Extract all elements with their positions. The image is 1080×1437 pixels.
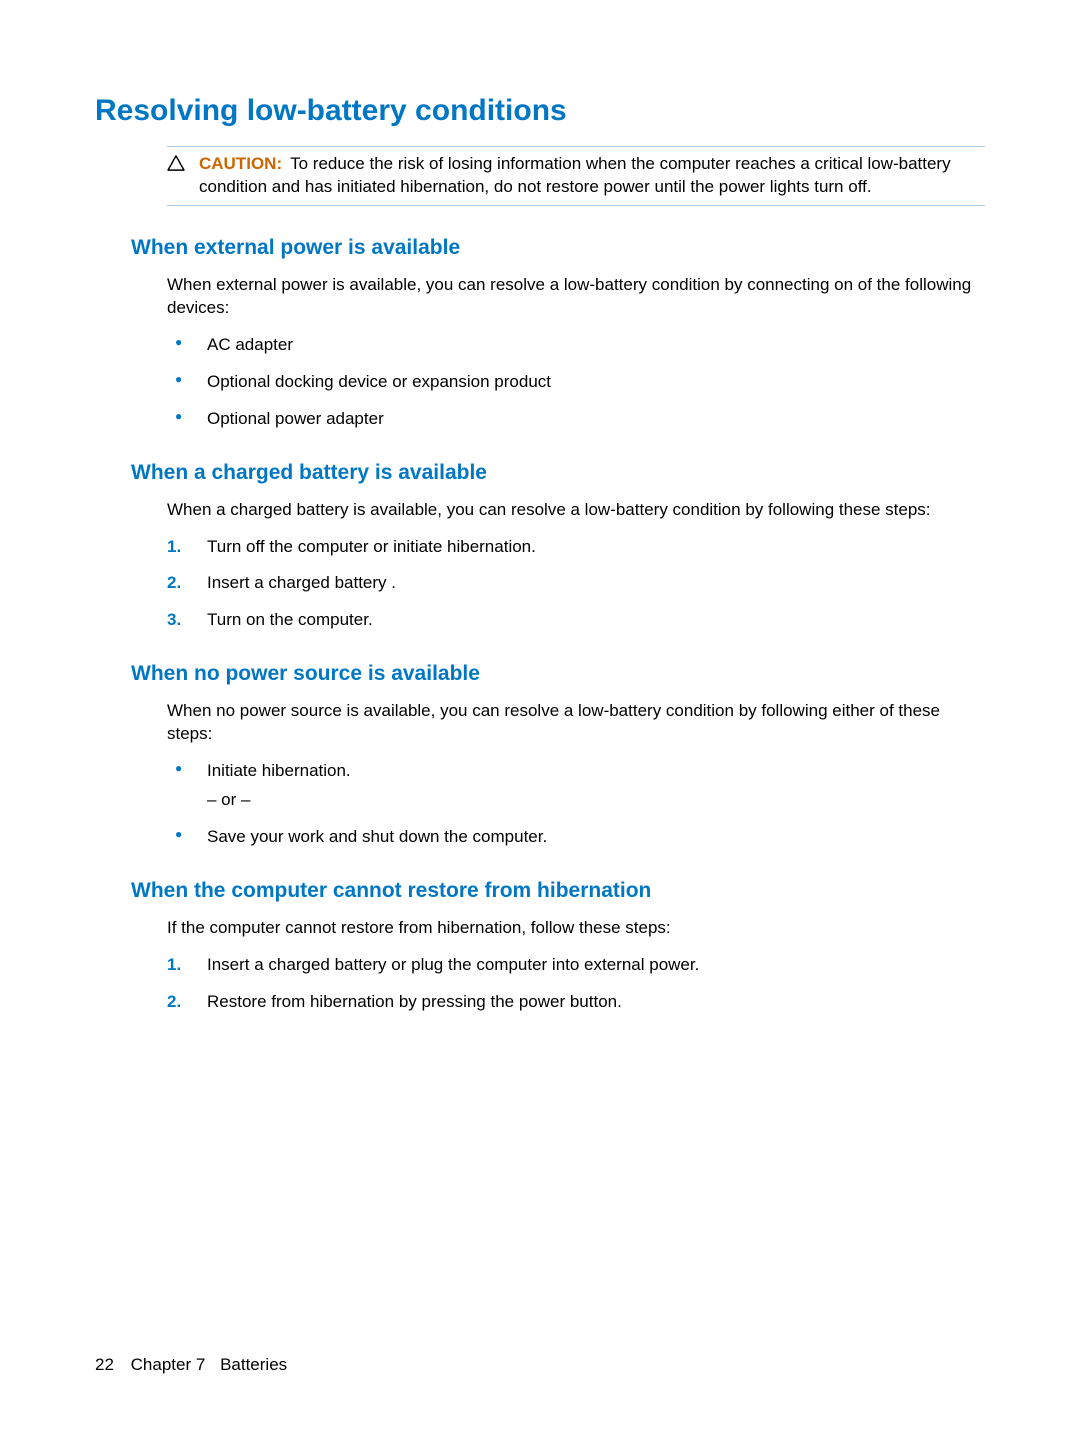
caution-text: CAUTION:To reduce the risk of losing inf… (199, 153, 985, 199)
list-item: Optional docking device or expansion pro… (167, 371, 985, 394)
section-intro: When a charged battery is available, you… (167, 499, 985, 522)
section-heading: When external power is available (131, 236, 985, 260)
section-heading: When a charged battery is available (131, 461, 985, 485)
list-item: Save your work and shut down the compute… (167, 826, 985, 849)
or-separator: – or – (207, 789, 985, 812)
section-intro: When external power is available, you ca… (167, 274, 985, 320)
numbered-list: Insert a charged battery or plug the com… (167, 954, 985, 1014)
document-page: Resolving low-battery conditions CAUTION… (0, 0, 1080, 1014)
list-item: Turn off the computer or initiate hibern… (167, 536, 985, 559)
list-item: Restore from hibernation by pressing the… (167, 991, 985, 1014)
caution-callout: CAUTION:To reduce the risk of losing inf… (167, 146, 985, 206)
bullet-list: Initiate hibernation.– or – Save your wor… (167, 760, 985, 849)
bullet-list: AC adapter Optional docking device or exp… (167, 334, 985, 431)
chapter-title: Batteries (220, 1355, 287, 1374)
section-intro: If the computer cannot restore from hibe… (167, 917, 985, 940)
page-footer: 22 Chapter 7 Batteries (95, 1355, 287, 1375)
list-item: Insert a charged battery . (167, 572, 985, 595)
sections-container: When external power is available When ext… (95, 236, 985, 1014)
list-item: Turn on the computer. (167, 609, 985, 632)
chapter-label: Chapter 7 (131, 1355, 206, 1374)
section-heading: When the computer cannot restore from hi… (131, 879, 985, 903)
list-item: AC adapter (167, 334, 985, 357)
section-heading: When no power source is available (131, 662, 985, 686)
caution-body: To reduce the risk of losing information… (199, 154, 951, 196)
page-number: 22 (95, 1355, 114, 1374)
caution-icon (167, 153, 189, 199)
list-item: Initiate hibernation.– or – (167, 760, 985, 812)
page-title: Resolving low-battery conditions (95, 94, 985, 128)
section-intro: When no power source is available, you c… (167, 700, 985, 746)
list-item: Insert a charged battery or plug the com… (167, 954, 985, 977)
numbered-list: Turn off the computer or initiate hibern… (167, 536, 985, 633)
list-item: Optional power adapter (167, 408, 985, 431)
caution-label: CAUTION: (199, 154, 282, 173)
